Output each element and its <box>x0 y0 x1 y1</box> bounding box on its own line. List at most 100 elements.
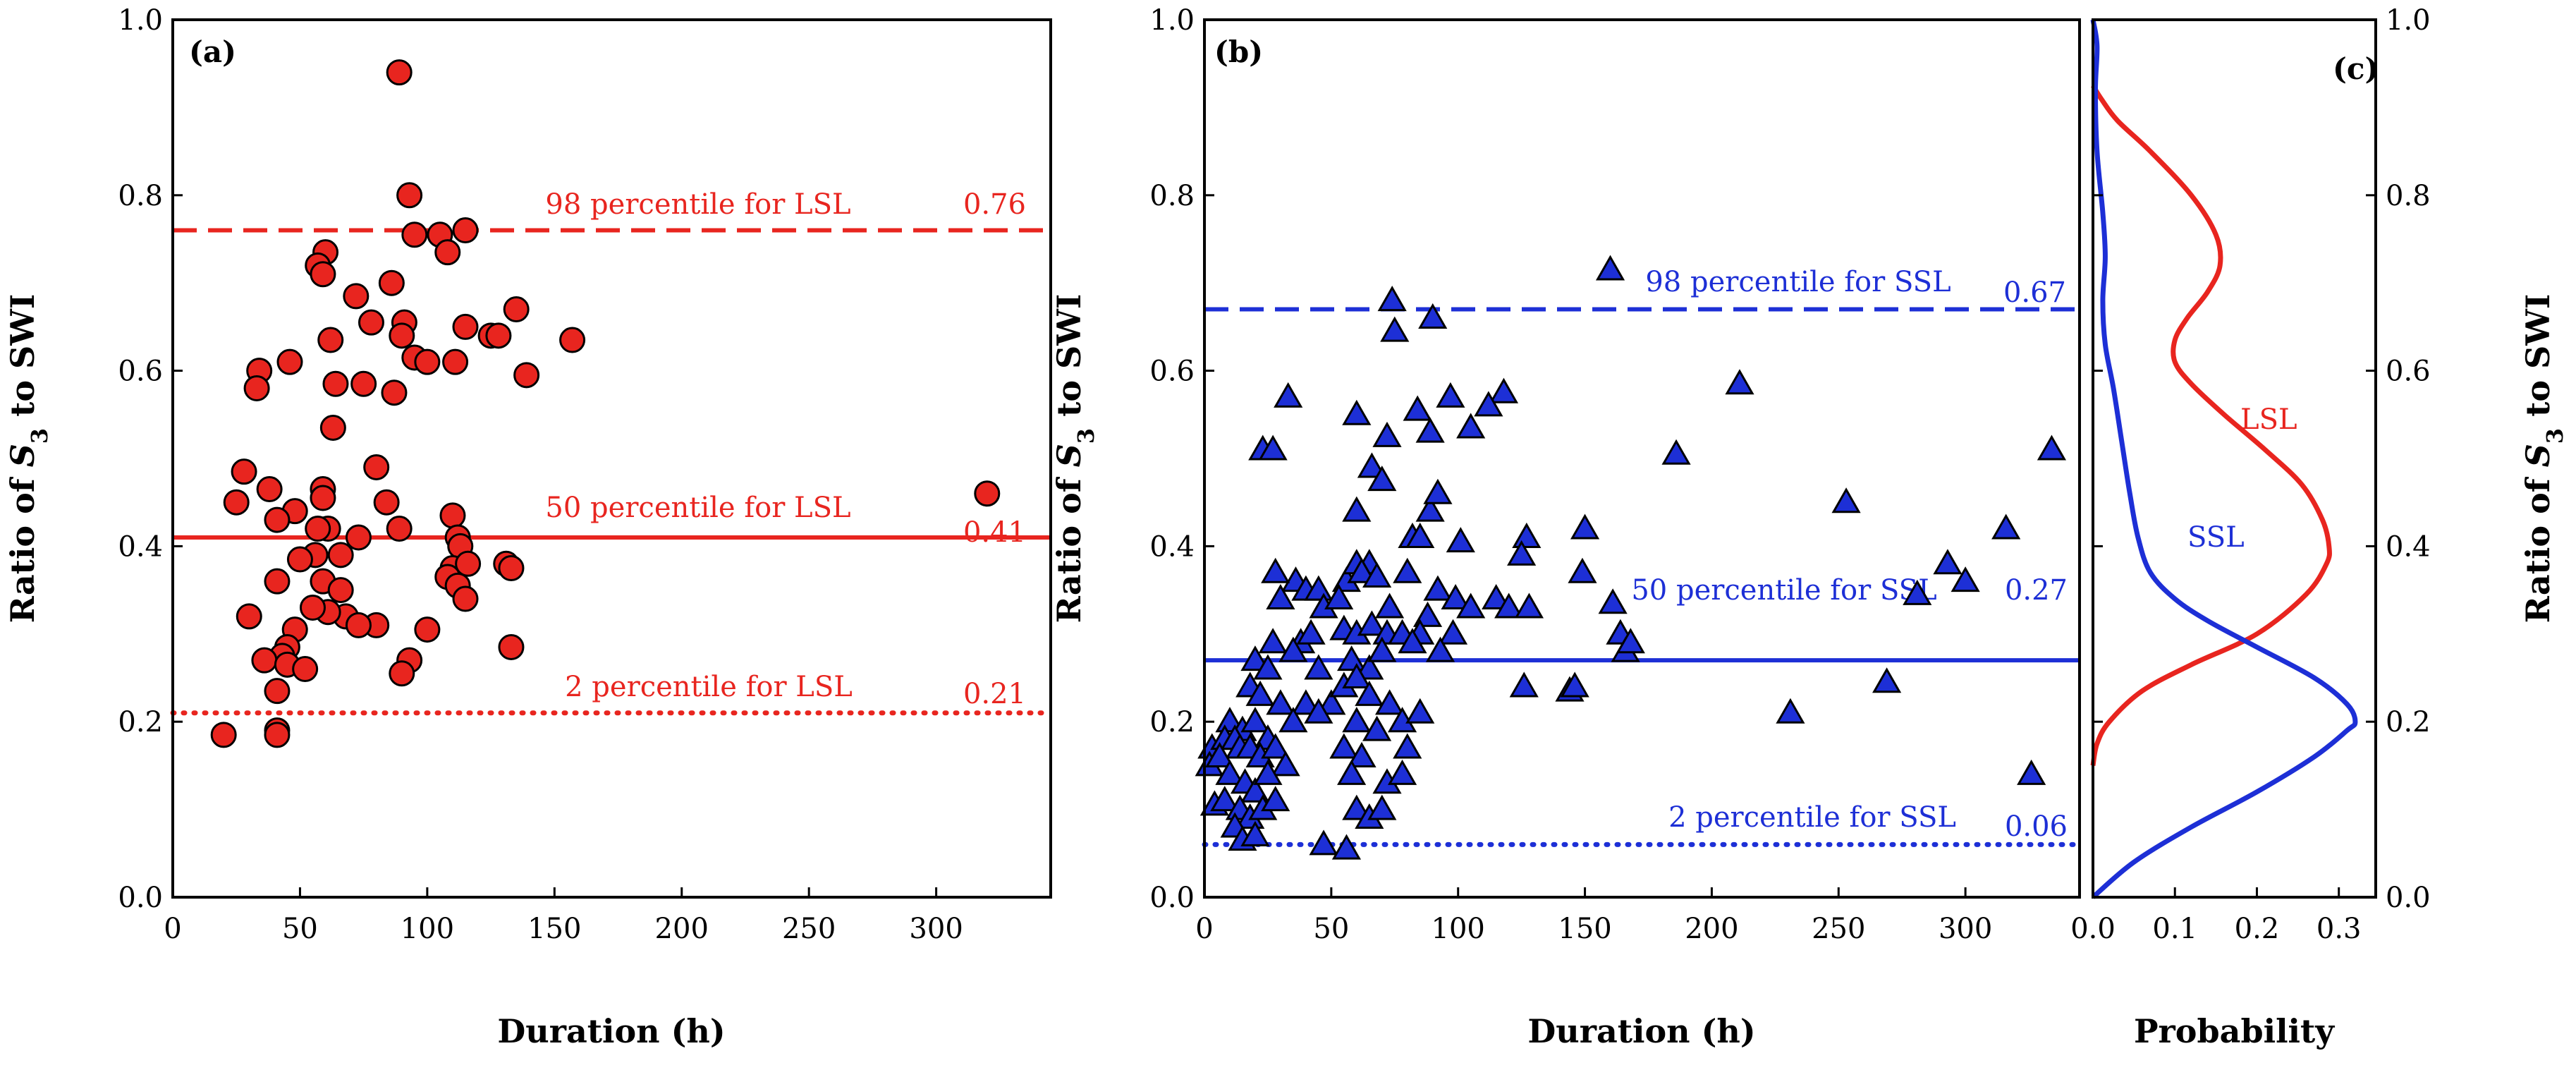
data-point-a <box>498 633 525 660</box>
panel-b-y-ticks: 0.0 0.2 0.4 0.6 0.8 1.0 <box>1149 4 1214 914</box>
data-point-b <box>1560 671 1589 698</box>
data-point-b <box>1362 561 1392 588</box>
data-point-b <box>1375 689 1405 715</box>
data-point-b <box>1367 636 1397 662</box>
data-point-b <box>1872 667 1902 693</box>
panel-a-x-tick-label: 300 <box>909 913 963 945</box>
ref-value-2-lsl: 0.21 <box>963 678 1026 710</box>
panel-b-y-tick-label: 0.6 <box>1149 355 1195 388</box>
ref-label-50-ssl: 50 percentile for SSL <box>1631 574 1936 607</box>
panel-c-x-axis-label: Probability <box>2134 1012 2335 1050</box>
data-point-b <box>1342 794 1372 820</box>
data-point-b <box>1415 417 1445 443</box>
panel-b: 98 percentile for SSL 0.67 50 percentile… <box>1050 4 2082 1050</box>
panel-a-frame <box>171 18 1052 899</box>
data-point-b <box>1215 707 1245 733</box>
data-point-a <box>503 296 530 323</box>
data-point-a <box>442 348 469 375</box>
panel-b-x-tick-label: 0 <box>1195 913 1213 945</box>
panel-a-y-axis-label: Ratio of S3 to SWI <box>4 294 53 624</box>
data-point-b <box>1317 689 1346 715</box>
data-point-a <box>974 480 1001 507</box>
data-point-a <box>236 603 262 630</box>
data-point-b <box>1258 434 1288 461</box>
data-point-b <box>1240 645 1270 671</box>
ref-value-2-ssl: 0.06 <box>2005 810 2068 843</box>
panel-c-y-tick-label: 0.4 <box>2386 530 2431 563</box>
data-point-b <box>1489 377 1519 403</box>
panel-c-x-tick-label: 0.1 <box>2152 913 2197 945</box>
data-point-a <box>327 577 354 604</box>
data-point-a <box>264 568 291 595</box>
data-point-b <box>1266 584 1295 610</box>
data-point-b <box>1398 628 1427 654</box>
ref-label-50-lsl: 50 percentile for LSL <box>545 492 850 524</box>
panel-a: 98 percentile for LSL 0.76 50 percentile… <box>4 4 1054 1050</box>
data-point-a <box>389 660 415 687</box>
data-point-b <box>1347 741 1376 767</box>
data-point-a <box>310 261 336 288</box>
data-point-b <box>1304 654 1333 680</box>
panel-a-x-tick-label: 250 <box>782 913 836 945</box>
panel-b-y-tick-label: 1.0 <box>1149 4 1195 37</box>
data-point-a <box>358 309 384 336</box>
data-point-b <box>1387 759 1417 785</box>
panel-b-y-tick-label: 0.4 <box>1149 530 1195 563</box>
panel-a-x-tick-label: 200 <box>655 913 709 945</box>
data-point-b <box>1514 592 1544 619</box>
panel-c-x-ticks: 0.0 0.1 0.2 0.3 <box>2070 887 2362 945</box>
data-point-a <box>251 647 278 674</box>
data-point-b <box>1725 369 1754 395</box>
data-point-b <box>1412 601 1443 627</box>
data-point-b <box>1240 707 1270 733</box>
data-point-a <box>386 59 413 86</box>
data-point-a <box>389 322 415 349</box>
data-point-b <box>1568 557 1597 583</box>
panel-c-frame <box>2092 18 2377 899</box>
data-point-a <box>264 678 291 705</box>
panel-b-y-axis-label: Ratio of S3 to SWI <box>1050 294 1099 624</box>
data-point-a <box>210 722 237 748</box>
panel-a-x-axis-label: Duration (h) <box>497 1012 725 1050</box>
ref-label-2-lsl: 2 percentile for LSL <box>565 671 853 703</box>
data-point-a <box>452 585 479 612</box>
panel-c-y-tick-label: 0.2 <box>2386 706 2431 738</box>
panel-a-y-tick-label: 1.0 <box>118 4 163 37</box>
panel-b-frame <box>1203 18 2081 899</box>
ref-value-50-ssl: 0.27 <box>2005 574 2068 607</box>
panel-c-y-tick-label: 0.8 <box>2386 180 2431 212</box>
data-point-b <box>1347 557 1376 583</box>
ref-label-98-ssl: 98 percentile for SSL <box>1645 266 1951 298</box>
series-line-lsl <box>2090 84 2333 767</box>
panel-a-label: (a) <box>189 35 236 69</box>
panel-b-y-tick-label: 0.0 <box>1149 882 1195 914</box>
data-point-b <box>1266 689 1295 715</box>
data-point-b <box>1367 794 1397 820</box>
panel-a-y-ticks: 0.0 0.2 0.4 0.6 0.8 1.0 <box>118 4 183 914</box>
data-point-a <box>396 182 423 209</box>
data-point-b <box>1512 522 1542 548</box>
data-point-b <box>1342 496 1372 522</box>
panel-a-y-tick-label: 0.8 <box>118 180 163 212</box>
data-point-b <box>1342 399 1372 425</box>
data-point-b <box>1405 522 1435 548</box>
data-point-b <box>1253 654 1283 680</box>
data-point-b <box>1595 255 1625 281</box>
data-point-b <box>1393 557 1422 583</box>
data-point-b <box>1204 741 1235 767</box>
data-point-b <box>1274 382 1303 408</box>
data-point-a <box>264 722 291 748</box>
data-point-a <box>286 546 313 573</box>
data-point-a <box>386 516 413 542</box>
data-point-b <box>1309 829 1338 856</box>
panel-b-x-ticks: 0 50 100 150 200 250 300 <box>1195 887 1992 945</box>
data-point-b <box>1456 413 1486 439</box>
panel-c-y-tick-label: 0.6 <box>2386 355 2431 388</box>
data-point-b <box>1304 698 1333 724</box>
data-point-b <box>1415 496 1445 522</box>
data-point-b <box>1405 698 1435 724</box>
panel-c-y-ticks: 0.0 0.2 0.4 0.6 0.8 1.0 <box>2093 4 2431 914</box>
panel-b-x-tick-label: 150 <box>1558 913 1611 945</box>
data-point-b <box>1258 628 1288 654</box>
data-point-b <box>1342 707 1372 733</box>
